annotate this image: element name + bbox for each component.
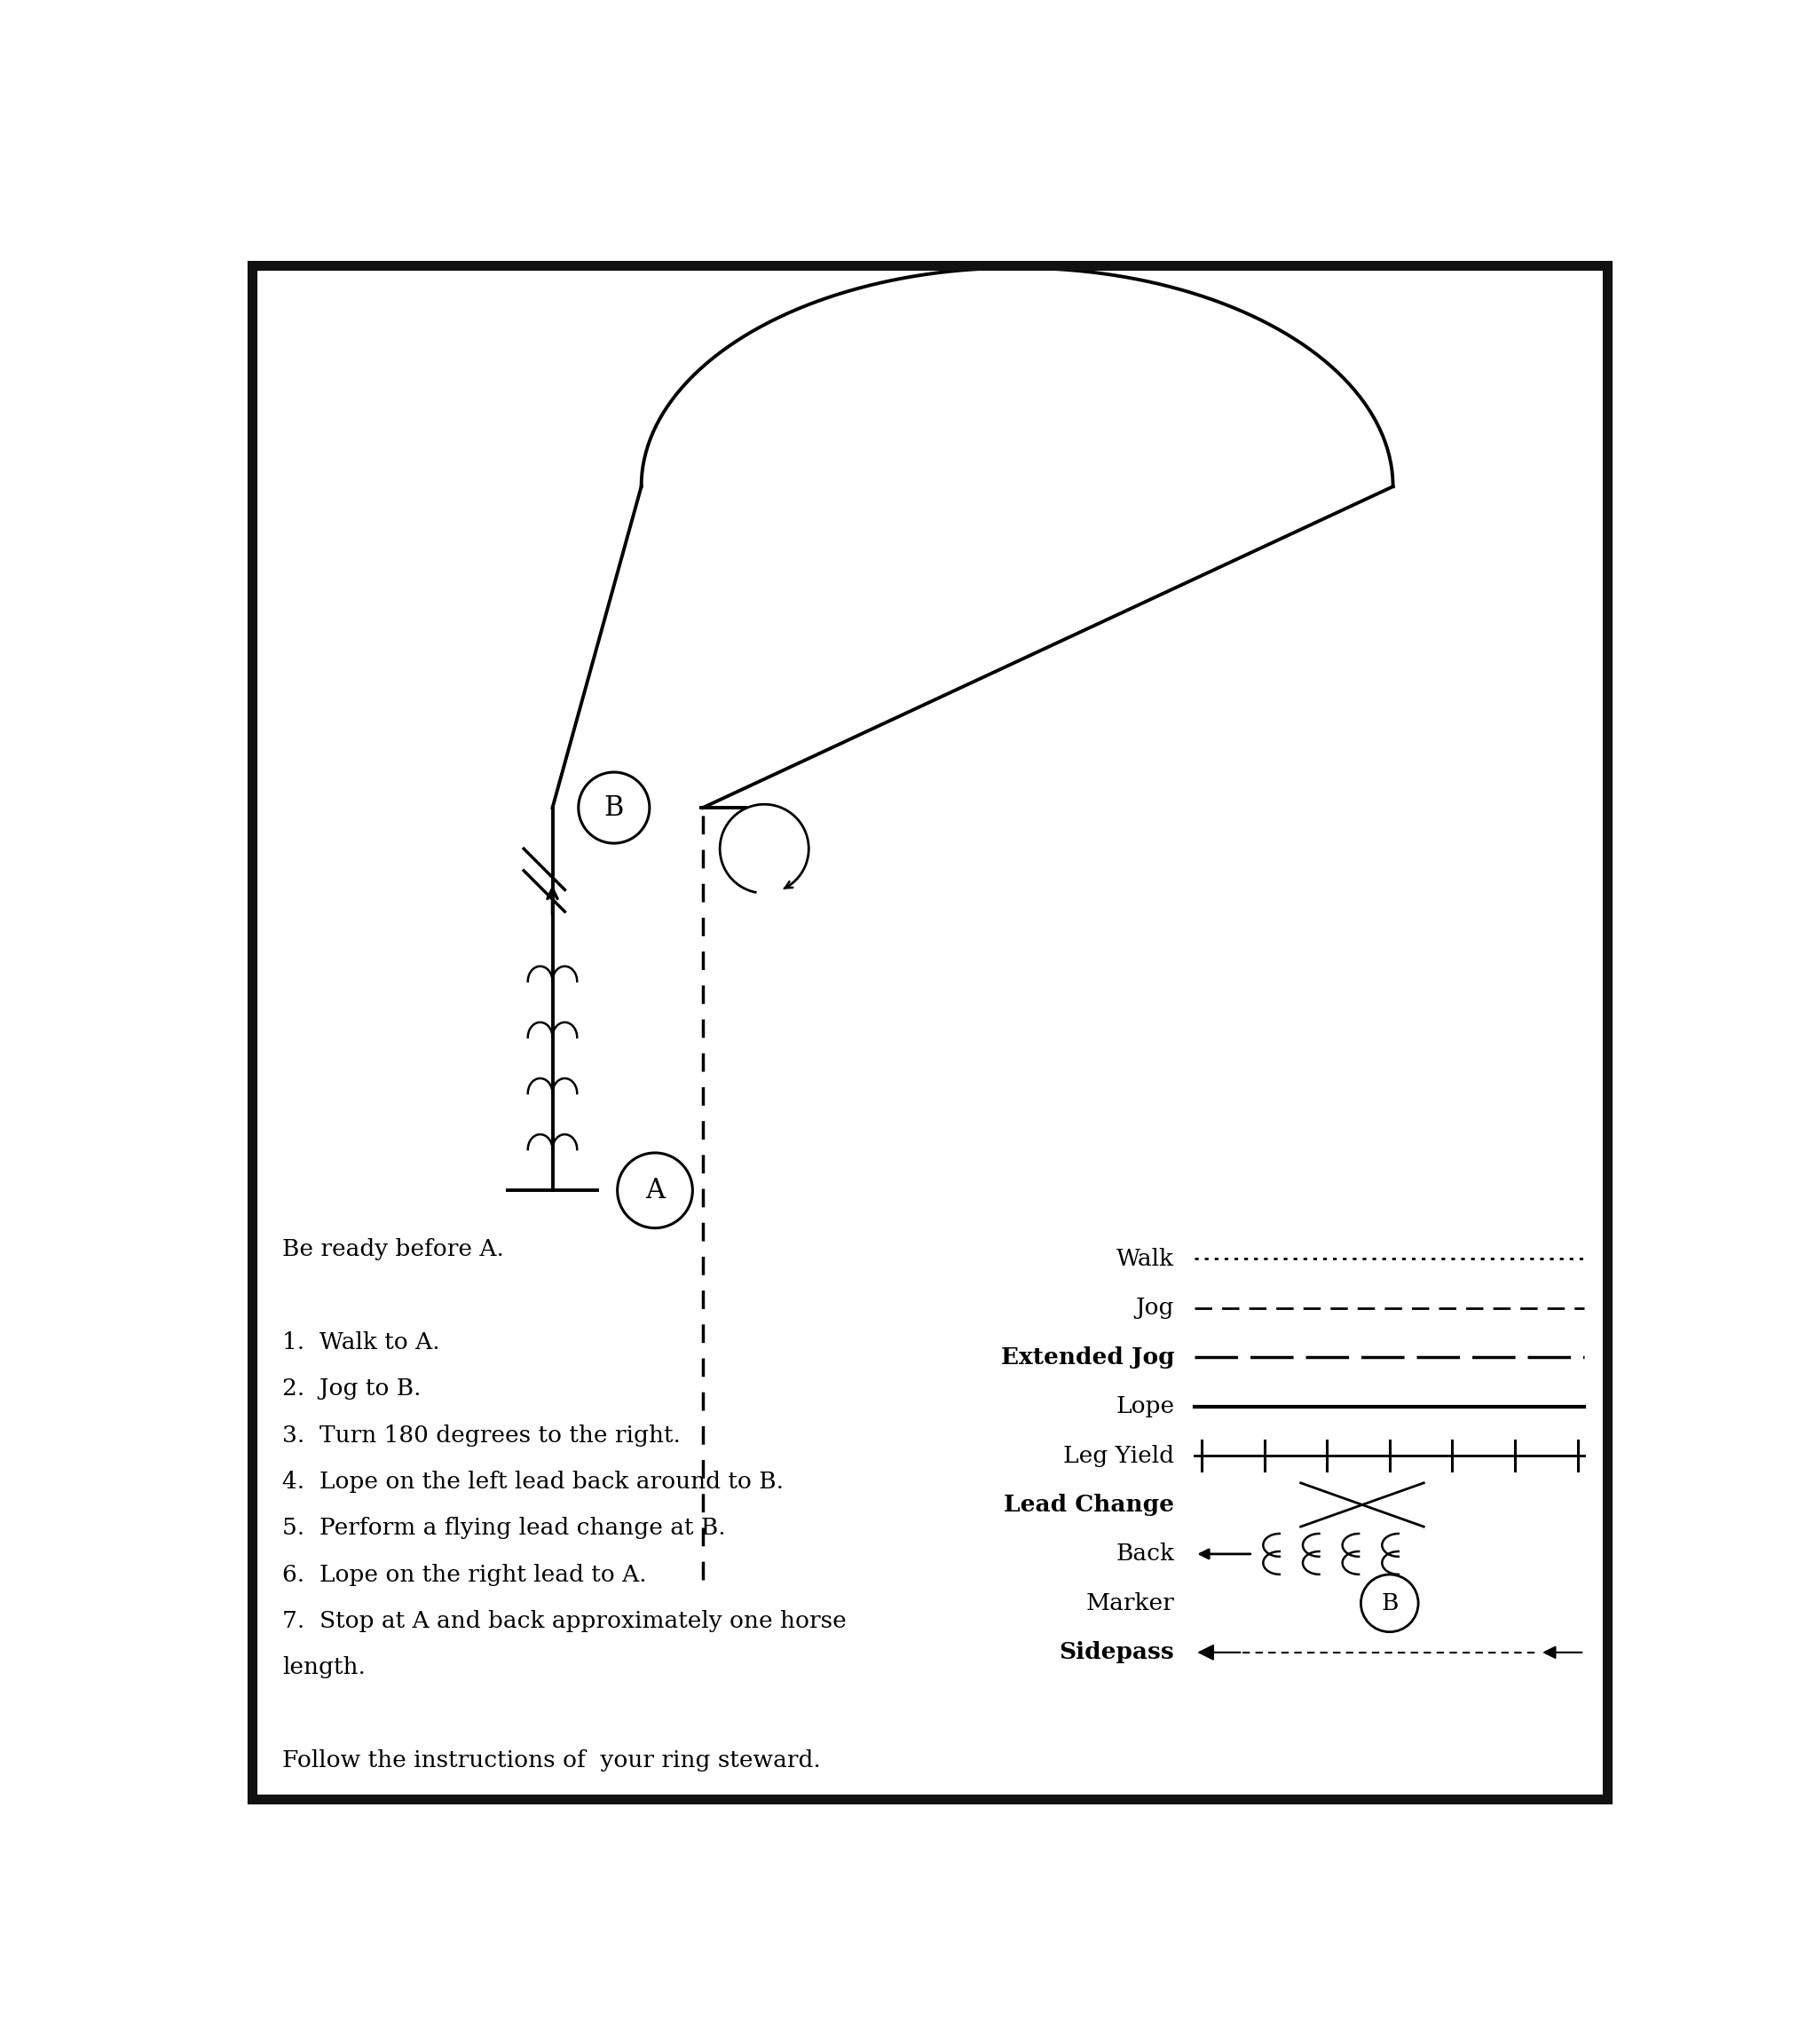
Text: A: A [646,1177,664,1204]
Text: Follow the instructions of  your ring steward.: Follow the instructions of your ring ste… [283,1750,822,1772]
Text: 5.  Perform a flying lead change at B.: 5. Perform a flying lead change at B. [283,1517,726,1539]
Text: Marker: Marker [1087,1592,1174,1615]
Text: 3.  Turn 180 degrees to the right.: 3. Turn 180 degrees to the right. [283,1425,680,1447]
Text: 6.  Lope on the right lead to A.: 6. Lope on the right lead to A. [283,1564,648,1586]
Text: Back: Back [1116,1543,1174,1566]
Text: 4.  Lope on the left lead back around to B.: 4. Lope on the left lead back around to … [283,1470,784,1492]
Text: Lead Change: Lead Change [1003,1494,1174,1517]
Text: Walk: Walk [1117,1247,1174,1269]
Text: Jog: Jog [1136,1296,1174,1318]
Text: length.: length. [283,1656,366,1678]
Text: B: B [1380,1592,1399,1615]
Text: B: B [604,793,624,822]
Text: Extended Jog: Extended Jog [1001,1347,1174,1367]
Text: 1.  Walk to A.: 1. Walk to A. [283,1331,441,1353]
Text: 2.  Jog to B.: 2. Jog to B. [283,1378,421,1400]
Text: Leg Yield: Leg Yield [1063,1445,1174,1468]
Text: Sidepass: Sidepass [1059,1641,1174,1664]
Text: Be ready before A.: Be ready before A. [283,1239,504,1261]
Text: 7.  Stop at A and back approximately one horse: 7. Stop at A and back approximately one … [283,1611,847,1633]
Text: Lope: Lope [1116,1396,1174,1416]
